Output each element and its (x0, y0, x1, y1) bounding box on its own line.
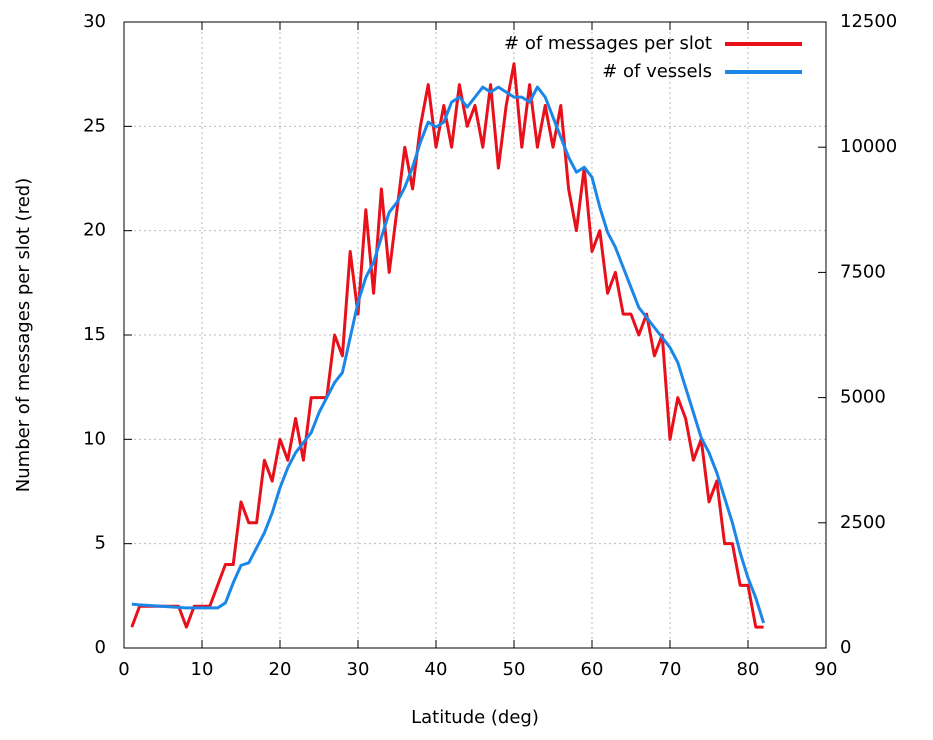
legend-label: # of vessels (602, 61, 712, 82)
x-tick-label: 60 (581, 659, 604, 680)
y2-tick-label: 7500 (840, 261, 886, 282)
x-tick-label: 20 (269, 659, 292, 680)
y2-tick-label: 0 (840, 637, 851, 658)
x-tick-label: 90 (815, 659, 838, 680)
y-tick-label: 0 (95, 637, 106, 658)
y2-tick-label: 10000 (840, 136, 897, 157)
y2-tick-label: 5000 (840, 387, 886, 408)
x-tick-label: 70 (659, 659, 682, 680)
x-tick-label: 30 (347, 659, 370, 680)
y2-tick-label: 12500 (840, 11, 897, 32)
x-axis-label: Latitude (deg) (411, 707, 539, 728)
y-tick-label: 25 (83, 115, 106, 136)
y-tick-label: 30 (83, 11, 106, 32)
x-tick-label: 0 (118, 659, 129, 680)
legend-label: # of messages per slot (504, 33, 712, 54)
plot-frame (123, 21, 827, 649)
x-tick-label: 10 (191, 659, 214, 680)
x-tick-label: 40 (425, 659, 448, 680)
y-axis-label: Number of messages per slot (red) (13, 178, 34, 492)
y-tick-label: 5 (95, 533, 106, 554)
y2-tick-label: 2500 (840, 512, 886, 533)
data-line (130, 62, 764, 629)
x-tick-label: 50 (503, 659, 526, 680)
y-tick-label: 20 (83, 220, 106, 241)
y-tick-label: 15 (83, 324, 106, 345)
y-tick-label: 10 (83, 428, 106, 449)
data-line (131, 85, 766, 624)
x-tick-label: 80 (737, 659, 760, 680)
